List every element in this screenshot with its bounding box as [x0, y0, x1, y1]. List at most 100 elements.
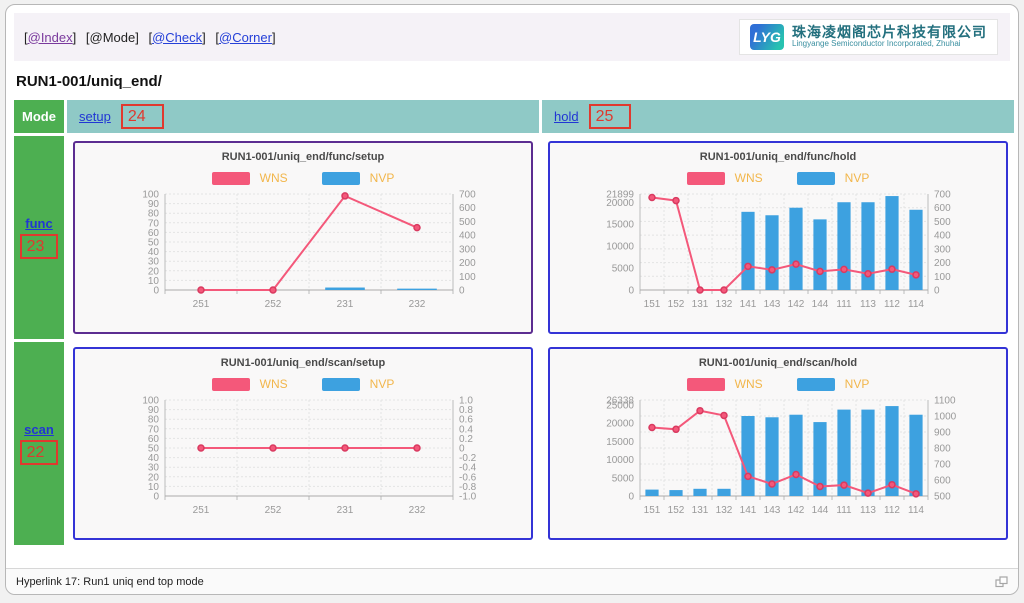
nav-link-corner[interactable]: @Corner	[219, 29, 272, 45]
svg-text:90: 90	[148, 405, 160, 416]
svg-text:252: 252	[265, 505, 282, 516]
svg-text:151: 151	[644, 299, 661, 310]
svg-text:500: 500	[934, 492, 951, 503]
svg-text:144: 144	[812, 505, 829, 516]
svg-text:70: 70	[148, 218, 160, 229]
svg-text:400: 400	[934, 231, 951, 242]
logo-lyg-icon: LYG	[750, 24, 784, 50]
svg-text:113: 113	[860, 299, 876, 310]
company-name-cn: 珠海凌烟阁芯片科技有限公司	[792, 23, 987, 40]
svg-text:200: 200	[934, 258, 951, 269]
svg-text:700: 700	[459, 190, 476, 201]
svg-text:40: 40	[148, 247, 160, 258]
chart-link-func-setup[interactable]: RUN1-001/uniq_end/func/setup WNS NVP 0 10…	[73, 141, 533, 334]
svg-text:15000: 15000	[606, 220, 634, 231]
svg-text:143: 143	[764, 299, 781, 310]
chart-link-scan-hold[interactable]: RUN1-001/uniq_end/scan/hold WNS NVP 0 500…	[548, 347, 1008, 540]
svg-text:90: 90	[148, 199, 160, 210]
chart-legend: WNS NVP	[550, 167, 1006, 189]
legend-swatch-wns	[686, 377, 725, 391]
popout-icon[interactable]	[995, 575, 1008, 588]
svg-text:60: 60	[148, 228, 160, 239]
svg-text:10000: 10000	[606, 242, 634, 253]
legend-label-wns: WNS	[259, 377, 288, 391]
svg-text:300: 300	[459, 244, 476, 255]
bracket: ]	[202, 29, 206, 45]
svg-text:21899: 21899	[606, 190, 634, 201]
svg-text:20000: 20000	[606, 419, 634, 430]
setup-link[interactable]: setup	[79, 109, 111, 124]
svg-text:111: 111	[836, 299, 852, 310]
nav-item-check: [@Check]	[148, 30, 205, 45]
bracket: ]	[135, 29, 139, 45]
svg-text:0: 0	[153, 492, 159, 503]
hold-link[interactable]: hold	[554, 109, 579, 124]
legend-label-nvp: NVP	[844, 377, 870, 391]
svg-text:5000: 5000	[612, 473, 635, 484]
legend-swatch-nvp	[796, 377, 835, 391]
chart-legend: WNS NVP	[75, 167, 531, 189]
nav-label-mode: @Mode	[89, 29, 136, 45]
legend-label-nvp: NVP	[369, 171, 395, 185]
svg-text:232: 232	[409, 299, 426, 310]
report-page: [@Index] [@Mode] [@Check] [@Corner] LYG …	[5, 4, 1019, 595]
legend-swatch-wns	[211, 171, 250, 185]
svg-text:251: 251	[193, 299, 210, 310]
svg-text:112: 112	[884, 299, 900, 310]
svg-text:0.4: 0.4	[459, 424, 473, 435]
svg-text:1000: 1000	[934, 412, 957, 423]
svg-text:100: 100	[934, 272, 951, 283]
svg-text:141: 141	[740, 505, 757, 516]
svg-text:131: 131	[692, 299, 709, 310]
chart-cell-scan-setup: RUN1-001/uniq_end/scan/setup WNS NVP 0 10…	[67, 342, 539, 545]
svg-text:100: 100	[459, 272, 476, 283]
svg-text:500: 500	[459, 217, 476, 228]
chart-legend: WNS NVP	[550, 373, 1006, 395]
svg-text:80: 80	[148, 415, 160, 426]
mode-table: Mode setup 24 hold 25 func 23 RUN1-001/u…	[14, 100, 1014, 545]
svg-text:600: 600	[934, 203, 951, 214]
svg-text:600: 600	[934, 476, 951, 487]
svg-text:20000: 20000	[606, 198, 634, 209]
svg-text:231: 231	[337, 299, 354, 310]
chart-title: RUN1-001/uniq_end/scan/hold	[698, 357, 858, 369]
row-label-func: func 23	[14, 136, 64, 339]
svg-text:500: 500	[934, 217, 951, 228]
svg-text:600: 600	[459, 203, 476, 214]
svg-text:152: 152	[668, 299, 685, 310]
svg-text:113: 113	[860, 505, 876, 516]
svg-text:0: 0	[459, 286, 465, 297]
bracket: ]	[72, 29, 77, 45]
func-link[interactable]: func	[25, 216, 53, 231]
svg-text:0: 0	[628, 492, 634, 503]
chart-link-scan-setup[interactable]: RUN1-001/uniq_end/scan/setup WNS NVP 0 10…	[73, 347, 533, 540]
svg-text:114: 114	[908, 505, 924, 516]
svg-text:40: 40	[148, 453, 160, 464]
svg-text:-0.6: -0.6	[459, 472, 477, 483]
nav-link-check[interactable]: @Check	[152, 29, 203, 45]
svg-text:25000: 25000	[606, 400, 634, 411]
svg-text:0.2: 0.2	[459, 434, 473, 445]
svg-text:400: 400	[459, 231, 476, 242]
svg-text:231: 231	[337, 505, 354, 516]
svg-text:80: 80	[148, 209, 160, 220]
svg-text:-0.2: -0.2	[459, 453, 477, 464]
nav-item-index: [@Index]	[24, 30, 76, 45]
svg-text:142: 142	[788, 299, 805, 310]
svg-text:5000: 5000	[612, 264, 635, 275]
nav-link-index[interactable]: @Index	[27, 29, 73, 45]
svg-text:0: 0	[153, 286, 159, 297]
svg-text:142: 142	[788, 505, 805, 516]
svg-text:50: 50	[148, 238, 160, 249]
status-text: Hyperlink 17: Run1 uniq end top mode	[16, 575, 204, 588]
company-name-en: Lingyange Semiconductor Incorporated, Zh…	[792, 39, 961, 49]
scan-link[interactable]: scan	[24, 422, 54, 437]
row-label-scan: scan 22	[14, 342, 64, 545]
chart-link-func-hold[interactable]: RUN1-001/uniq_end/func/hold WNS NVP 0 500…	[548, 141, 1008, 334]
svg-text:10000: 10000	[606, 455, 634, 466]
svg-text:1100: 1100	[934, 396, 956, 407]
svg-text:131: 131	[692, 505, 709, 516]
legend-label-wns: WNS	[734, 171, 763, 185]
svg-text:15000: 15000	[606, 437, 634, 448]
